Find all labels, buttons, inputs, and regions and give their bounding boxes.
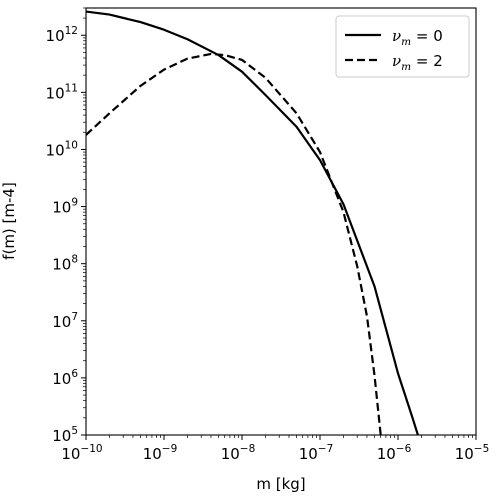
legend-entry-label: νm = 0	[392, 27, 443, 48]
ticks: 10−10 10−9 10−8 10−7 10−6 10−5 105 106 107 108 109…	[46, 7, 490, 463]
y-tick-label: 105	[52, 425, 78, 445]
y-tick-label: 1011	[46, 82, 78, 102]
x-axis-label: m [kg]	[256, 475, 305, 493]
plot-frame	[85, 7, 477, 436]
y-tick-label: 1010	[46, 139, 78, 159]
x-tick-label: 10−5	[455, 443, 490, 463]
legend-entry-label: νm = 2	[392, 52, 443, 73]
x-tick-label: 10−6	[377, 443, 412, 463]
y-axis-label: f(m) [m-4]	[0, 182, 18, 260]
plot-lines	[86, 10, 419, 435]
legend-box	[335, 15, 470, 78]
x-tick-label: 10−7	[299, 443, 334, 463]
x-tick-label: 10−9	[143, 443, 178, 463]
x-tick-label: 10−8	[221, 443, 256, 463]
series-line-1	[86, 10, 419, 435]
y-tick-label: 1012	[46, 25, 78, 45]
y-tick-label: 106	[52, 368, 78, 388]
y-tick-label: 107	[52, 311, 78, 331]
y-tick-label: 109	[52, 197, 78, 217]
y-tick-label: 108	[52, 254, 78, 274]
legend: νm = 0 νm = 2	[335, 15, 470, 78]
series-line-2	[86, 52, 382, 435]
x-tick-label: 10−10	[61, 443, 102, 463]
